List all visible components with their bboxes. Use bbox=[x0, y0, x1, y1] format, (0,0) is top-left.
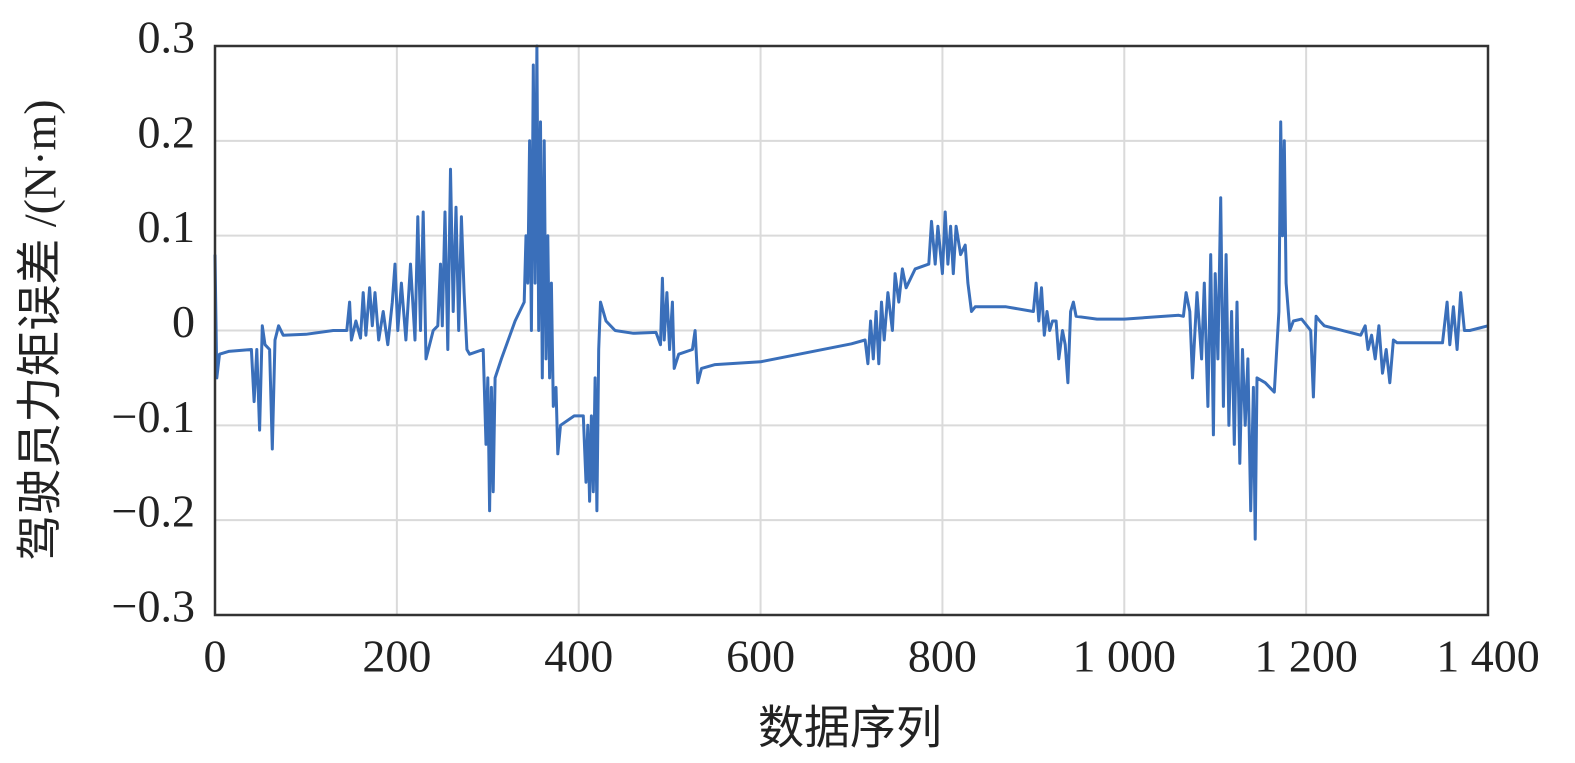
x-tick-label: 1 400 bbox=[1436, 631, 1540, 682]
x-tick-label: 200 bbox=[362, 631, 431, 682]
plot-frame bbox=[213, 44, 1490, 617]
y-tick-label: 0.3 bbox=[138, 12, 196, 63]
y-tick-label: 0.1 bbox=[138, 201, 196, 252]
x-tick-label: 1 200 bbox=[1254, 631, 1358, 682]
x-tick-label: 0 bbox=[204, 631, 227, 682]
x-tick-label: 800 bbox=[908, 631, 977, 682]
y-tick-label: 0 bbox=[172, 296, 195, 347]
x-tick-label: 400 bbox=[544, 631, 613, 682]
y-tick-label: −0.1 bbox=[112, 391, 195, 442]
data-line bbox=[213, 44, 1489, 541]
y-tick-label: −0.3 bbox=[112, 581, 195, 632]
x-axis-label: 数据序列 bbox=[758, 703, 942, 754]
y-axis-label: 驾驶员力矩误差 /(N·m) bbox=[15, 99, 66, 560]
y-tick-label: 0.2 bbox=[138, 106, 196, 157]
x-tick-label: 1 000 bbox=[1073, 631, 1177, 682]
y-tick-label: −0.2 bbox=[112, 486, 195, 537]
x-tick-label: 600 bbox=[726, 631, 795, 682]
